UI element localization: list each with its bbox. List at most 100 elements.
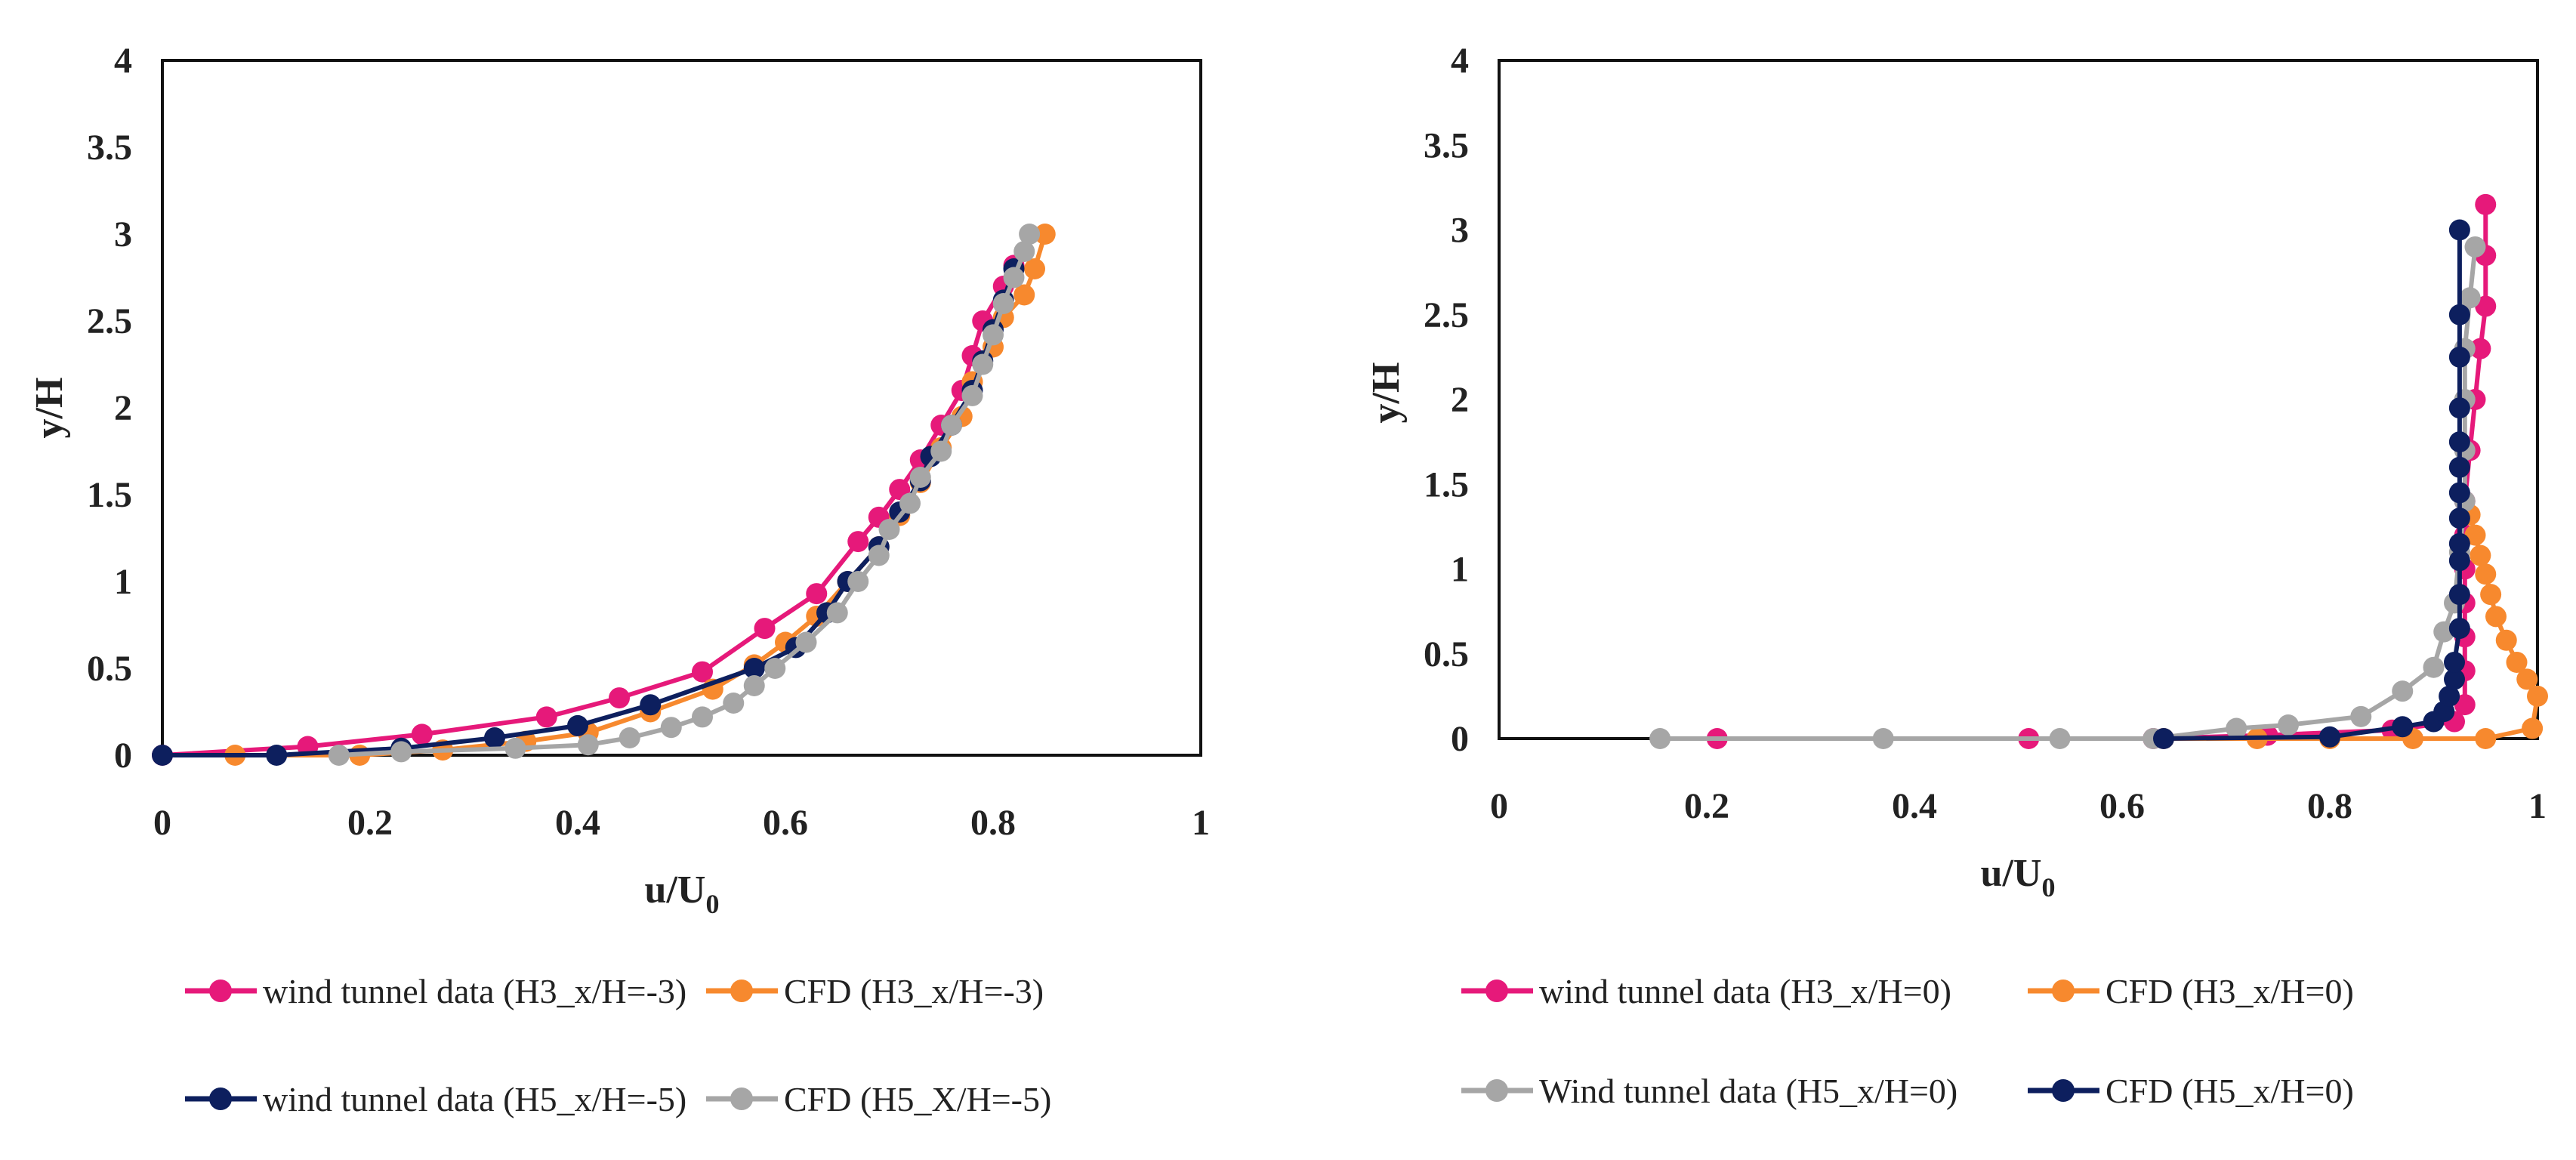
data-point [847, 571, 869, 592]
x-tick-label: 1 [1192, 803, 1210, 843]
data-point [2448, 219, 2470, 241]
data-point [535, 706, 557, 728]
legend-label: CFD (H5_X/H=-5) [784, 1080, 1051, 1118]
legend-label: wind tunnel data (H3_x/H=0) [1539, 972, 1951, 1010]
data-point [878, 519, 900, 540]
data-point [847, 531, 869, 553]
data-point [2448, 397, 2470, 419]
data-point [390, 741, 412, 763]
data-point [609, 687, 630, 709]
data-point [692, 661, 713, 683]
series-line [1717, 204, 2488, 741]
data-point [2350, 705, 2372, 727]
data-point [909, 467, 931, 488]
data-point [2319, 726, 2340, 748]
series-1 [1706, 193, 2497, 749]
data-point [411, 723, 433, 745]
data-point [983, 324, 1004, 346]
x-tick-label: 0.4 [1892, 786, 1937, 826]
data-point [1649, 728, 1671, 749]
data-point [2448, 482, 2470, 504]
legend-label: CFD (H5_x/H=0) [2106, 1072, 2354, 1110]
series-2 [2153, 504, 2548, 749]
legend-entry: CFD (H5_x/H=0) [2028, 1072, 2354, 1110]
x-axis-title: u/U0 [645, 868, 720, 919]
data-point [2464, 524, 2486, 546]
data-point [2226, 717, 2247, 739]
y-tick-label: 1 [114, 562, 132, 602]
legend-marker [2052, 1079, 2075, 1102]
legend: wind tunnel data (H3_x/H=-3) CFD (H3_x/H=… [185, 972, 1051, 1118]
data-point [2464, 236, 2486, 258]
data-point [2495, 629, 2517, 651]
legend: wind tunnel data (H3_x/H=0) CFD (H3_x/H=0… [1461, 972, 2354, 1110]
legend-label: wind tunnel data (H3_x/H=-3) [263, 972, 686, 1010]
x-tick-label: 0.4 [555, 803, 600, 843]
data-point [2475, 193, 2497, 215]
legend-entry: CFD (H3_x/H=-3) [706, 972, 1044, 1010]
chart-2: 0 0.5 1 1.5 2 2.5 3 3.5 4 0 0.2 0.4 0.6 0.8 1 u/U0 y/H wi… [1365, 41, 2548, 1110]
series-line [1660, 246, 2478, 741]
x-tick-label: 0.2 [347, 803, 393, 843]
legend-marker [209, 980, 232, 1002]
y-tick-label: 1 [1451, 550, 1469, 590]
x-tick-label: 0.2 [1684, 786, 1729, 826]
data-point [2448, 456, 2470, 478]
data-point [2522, 717, 2544, 739]
data-point [2448, 508, 2470, 529]
x-axis-title-subscript: 0 [2041, 872, 2055, 902]
series-4 [328, 224, 1041, 766]
legend-label: wind tunnel data (H5_x/H=-5) [263, 1080, 686, 1118]
legend-label: Wind tunnel data (H5_x/H=0) [1539, 1072, 1957, 1110]
data-point [754, 618, 776, 640]
y-tick-label: 2.5 [1424, 295, 1469, 335]
y-tick-label: 1.5 [1424, 464, 1469, 504]
data-point [2439, 685, 2460, 707]
data-point [152, 745, 173, 766]
data-point [567, 714, 588, 736]
data-point [2392, 716, 2414, 738]
x-tick-label: 0.8 [2307, 786, 2352, 826]
legend-entry: Wind tunnel data (H5_x/H=0) [1461, 1072, 1957, 1110]
data-point [1019, 224, 1041, 245]
data-point [743, 675, 765, 696]
data-point [2506, 651, 2528, 673]
data-point [806, 583, 828, 605]
y-tick-label: 0.5 [87, 649, 132, 689]
series-2 [224, 224, 1056, 766]
data-point [2475, 295, 2497, 317]
data-point [2480, 584, 2502, 606]
data-point [2454, 694, 2476, 716]
plot-area [161, 59, 1202, 757]
data-point [1034, 224, 1056, 245]
data-point [961, 384, 983, 406]
data-point [619, 727, 640, 748]
legend-marker [730, 980, 753, 1002]
y-tick-label: 0.5 [1424, 634, 1469, 674]
data-point [2448, 618, 2470, 640]
data-point [2448, 550, 2470, 572]
data-point [2485, 606, 2507, 628]
x-tick-label: 0.6 [2099, 786, 2145, 826]
data-point [1024, 258, 1045, 279]
y-tick-label: 3.5 [1424, 125, 1469, 165]
series-line [2163, 230, 2462, 741]
data-point [723, 693, 745, 714]
y-tick-label: 3.5 [87, 128, 132, 168]
data-point [743, 658, 765, 679]
series-3 [152, 258, 1025, 766]
data-point [2448, 532, 2470, 554]
data-point [2470, 338, 2491, 359]
data-point [692, 706, 713, 728]
x-axis-title-subscript: 0 [705, 889, 719, 919]
x-tick-label: 0.6 [763, 803, 808, 843]
data-point [2448, 584, 2470, 606]
data-point [868, 545, 890, 566]
series-4 [2153, 219, 2470, 749]
data-point [2516, 668, 2538, 690]
series-line [235, 233, 1047, 757]
y-tick-label: 4 [1451, 41, 1469, 81]
data-point [1013, 284, 1035, 306]
legend-marker [209, 1088, 232, 1110]
